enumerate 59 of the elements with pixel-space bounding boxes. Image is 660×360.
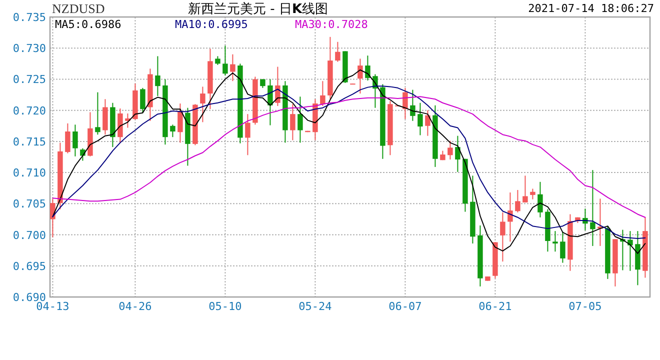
y-tick-label: 0.705 — [12, 198, 46, 211]
candlestick — [170, 124, 176, 138]
candlestick — [268, 78, 273, 126]
x-tick-label: 04-26 — [118, 300, 152, 313]
candlestick — [72, 124, 78, 157]
candlestick — [65, 122, 70, 154]
candlestick — [50, 198, 56, 238]
x-tick-label: 04-13 — [36, 300, 70, 313]
candlestick — [118, 108, 123, 144]
candlestick — [275, 66, 280, 106]
candlestick — [140, 87, 146, 114]
y-tick-label: 0.710 — [12, 166, 46, 180]
candlestick — [418, 102, 423, 136]
candlestick — [178, 102, 183, 144]
candlestick — [410, 89, 416, 122]
candlestick — [538, 181, 543, 218]
x-tick-label: 06-21 — [478, 300, 512, 313]
x-tick-label: 06-07 — [388, 300, 422, 313]
y-tick-label: 0.735 — [12, 11, 46, 24]
candlestick — [155, 56, 160, 97]
candlestick — [552, 230, 558, 252]
y-tick-label: 0.695 — [12, 260, 46, 273]
candlestick — [508, 192, 513, 242]
candlestick — [358, 58, 363, 94]
candlestick — [425, 110, 430, 136]
y-tick-label: 0.715 — [12, 135, 46, 148]
y-tick-label: 0.720 — [12, 104, 46, 118]
candlestick — [222, 45, 228, 76]
candlestick — [402, 87, 408, 120]
x-tick-label: 07-05 — [568, 300, 602, 313]
chart-subtitle: NZDUSD — [52, 1, 105, 16]
candlestick — [365, 55, 370, 81]
candlestick — [335, 41, 340, 62]
candlestick — [102, 98, 108, 136]
candlestick — [522, 175, 528, 203]
x-tick-label: 05-24 — [298, 300, 332, 313]
candlestick — [560, 231, 566, 264]
candlestick — [448, 140, 453, 160]
x-tick-label: 05-10 — [208, 300, 242, 313]
candlestick — [455, 135, 460, 172]
candlestick — [245, 114, 250, 156]
candlestick — [500, 212, 506, 262]
text: MA10:0.6995 — [175, 18, 248, 31]
chart-title: 新西兰元美元 - 日K线图 — [188, 1, 328, 17]
candlestick — [290, 104, 296, 141]
candlestick — [530, 188, 536, 200]
candlestick — [320, 80, 326, 106]
candlestick — [515, 189, 520, 213]
candlestick — [200, 86, 206, 123]
text: 2021-07-14 18:06:27 — [528, 2, 654, 15]
candlestick — [298, 96, 303, 144]
candlestick — [590, 170, 596, 246]
y-tick-label: 0.730 — [12, 42, 46, 56]
text: MA30:0.7028 — [295, 18, 368, 31]
y-tick-label: 0.725 — [12, 73, 46, 86]
candlestick — [95, 92, 100, 136]
text: MA5:0.6986 — [55, 18, 122, 31]
y-tick-label: 0.700 — [12, 228, 46, 242]
candlestick — [230, 54, 236, 82]
